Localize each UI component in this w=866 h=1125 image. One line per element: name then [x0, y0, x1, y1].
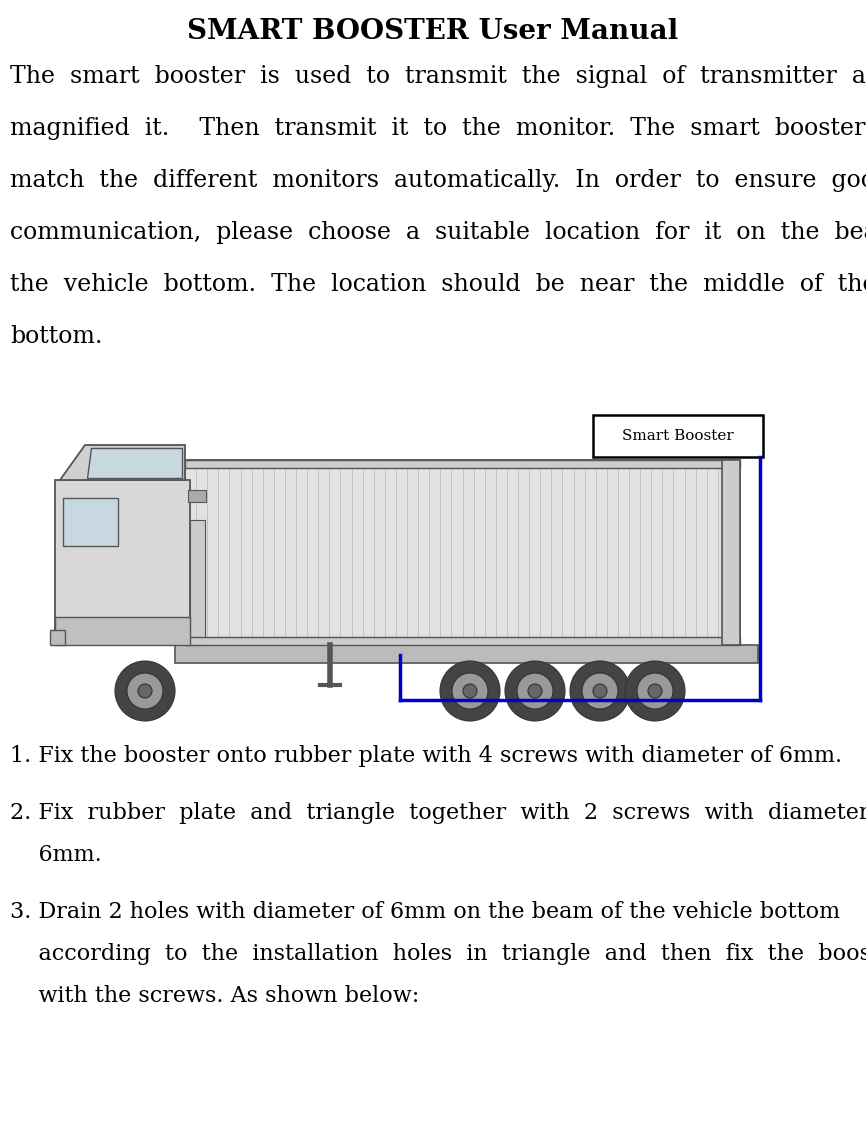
Bar — [190, 520, 205, 645]
Bar — [593, 415, 763, 457]
Text: 3. Drain 2 holes with diameter of 6mm on the beam of the vehicle bottom: 3. Drain 2 holes with diameter of 6mm on… — [10, 901, 840, 922]
Text: 1. Fix the booster onto rubber plate with 4 screws with diameter of 6mm.: 1. Fix the booster onto rubber plate wit… — [10, 745, 842, 767]
Bar — [188, 490, 206, 502]
Text: with the screws. As shown below:: with the screws. As shown below: — [10, 986, 419, 1007]
Circle shape — [648, 684, 662, 698]
Text: 2. Fix  rubber  plate  and  triangle  together  with  2  screws  with  diameter : 2. Fix rubber plate and triangle togethe… — [10, 802, 866, 824]
Text: match  the  different  monitors  automatically.  In  order  to  ensure  good: match the different monitors automatical… — [10, 169, 866, 192]
Text: communication,  please  choose  a  suitable  location  for  it  on  the  beam  o: communication, please choose a suitable … — [10, 220, 866, 244]
Circle shape — [593, 684, 607, 698]
Bar — [50, 630, 65, 645]
Bar — [55, 480, 190, 645]
Bar — [55, 616, 190, 645]
Text: SMART BOOSTER User Manual: SMART BOOSTER User Manual — [187, 18, 679, 45]
Circle shape — [570, 662, 630, 721]
Text: The  smart  booster  is  used  to  transmit  the  signal  of  transmitter  and: The smart booster is used to transmit th… — [10, 65, 866, 88]
Circle shape — [452, 673, 488, 709]
Text: the  vehicle  bottom.  The  location  should  be  near  the  middle  of  the  ve: the vehicle bottom. The location should … — [10, 273, 866, 296]
Circle shape — [463, 684, 477, 698]
Bar — [63, 498, 118, 546]
Bar — [185, 460, 740, 645]
Circle shape — [505, 662, 565, 721]
Bar — [722, 460, 740, 645]
Circle shape — [625, 662, 685, 721]
Polygon shape — [60, 446, 185, 480]
Circle shape — [517, 673, 553, 709]
Circle shape — [440, 662, 500, 721]
Text: according  to  the  installation  holes  in  triangle  and  then  fix  the  boos: according to the installation holes in t… — [10, 943, 866, 965]
Circle shape — [138, 684, 152, 698]
Circle shape — [127, 673, 163, 709]
Circle shape — [115, 662, 175, 721]
Text: 6mm.: 6mm. — [10, 844, 101, 866]
Text: magnified  it.    Then  transmit  it  to  the  monitor.  The  smart  booster  ca: magnified it. Then transmit it to the mo… — [10, 117, 866, 140]
Bar — [175, 645, 758, 663]
Bar — [185, 637, 740, 645]
Circle shape — [528, 684, 542, 698]
Polygon shape — [87, 448, 182, 478]
Circle shape — [582, 673, 618, 709]
Bar — [185, 460, 740, 468]
Text: bottom.: bottom. — [10, 325, 102, 348]
Circle shape — [637, 673, 673, 709]
Text: Smart Booster: Smart Booster — [622, 429, 734, 443]
